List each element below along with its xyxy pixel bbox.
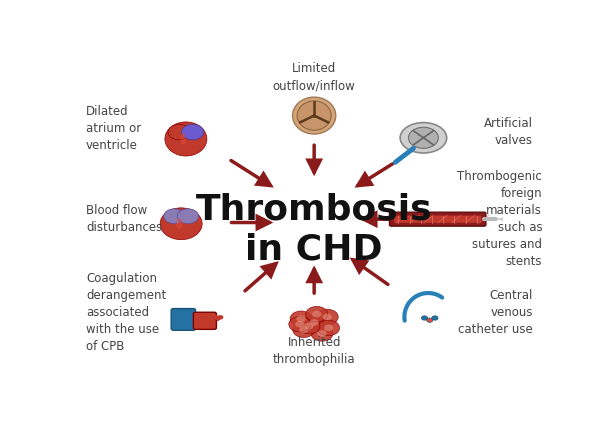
Circle shape: [303, 315, 325, 330]
Ellipse shape: [165, 122, 207, 156]
Polygon shape: [496, 217, 503, 221]
Circle shape: [289, 316, 311, 332]
Text: Blood flow
disturbances: Blood flow disturbances: [86, 204, 162, 234]
Circle shape: [298, 319, 320, 334]
Text: Central
venous
catheter use: Central venous catheter use: [458, 289, 533, 336]
FancyBboxPatch shape: [193, 312, 216, 329]
Circle shape: [311, 326, 333, 341]
Text: in CHD: in CHD: [245, 232, 383, 266]
Circle shape: [177, 209, 199, 224]
FancyBboxPatch shape: [394, 216, 481, 223]
Text: Thrombogenic
foreign
materials
such as
sutures and
stents: Thrombogenic foreign materials such as s…: [457, 170, 542, 268]
Ellipse shape: [400, 122, 447, 153]
Text: Inherited
thrombophilia: Inherited thrombophilia: [273, 336, 356, 366]
Ellipse shape: [297, 101, 331, 130]
Text: Coagulation
derangement
associated
with the use
of CPB: Coagulation derangement associated with …: [86, 272, 166, 353]
Ellipse shape: [176, 218, 183, 229]
Ellipse shape: [181, 133, 186, 145]
Circle shape: [427, 318, 433, 322]
Circle shape: [168, 125, 190, 140]
Circle shape: [213, 315, 219, 319]
Circle shape: [408, 127, 438, 148]
Circle shape: [318, 320, 340, 335]
Circle shape: [324, 325, 333, 331]
Circle shape: [181, 125, 204, 140]
Text: Limited
outflow/inflow: Limited outflow/inflow: [273, 62, 356, 92]
Circle shape: [310, 319, 319, 326]
Circle shape: [295, 321, 305, 328]
Circle shape: [432, 316, 438, 320]
Circle shape: [318, 330, 327, 337]
Circle shape: [312, 311, 321, 317]
Text: Thrombosis: Thrombosis: [196, 192, 433, 226]
Circle shape: [299, 326, 308, 333]
Circle shape: [306, 306, 328, 322]
Circle shape: [293, 322, 314, 338]
FancyBboxPatch shape: [171, 309, 196, 330]
Circle shape: [290, 311, 312, 326]
Ellipse shape: [292, 97, 336, 134]
Circle shape: [217, 315, 223, 319]
FancyBboxPatch shape: [389, 212, 486, 226]
Circle shape: [297, 316, 306, 322]
Ellipse shape: [160, 208, 202, 240]
Circle shape: [316, 309, 338, 325]
Polygon shape: [213, 317, 223, 321]
Circle shape: [304, 323, 314, 329]
Circle shape: [164, 209, 185, 224]
Circle shape: [322, 314, 332, 320]
Circle shape: [421, 316, 427, 320]
Text: Artificial
valves: Artificial valves: [484, 117, 533, 147]
Text: Dilated
atrium or
ventricle: Dilated atrium or ventricle: [86, 105, 142, 152]
